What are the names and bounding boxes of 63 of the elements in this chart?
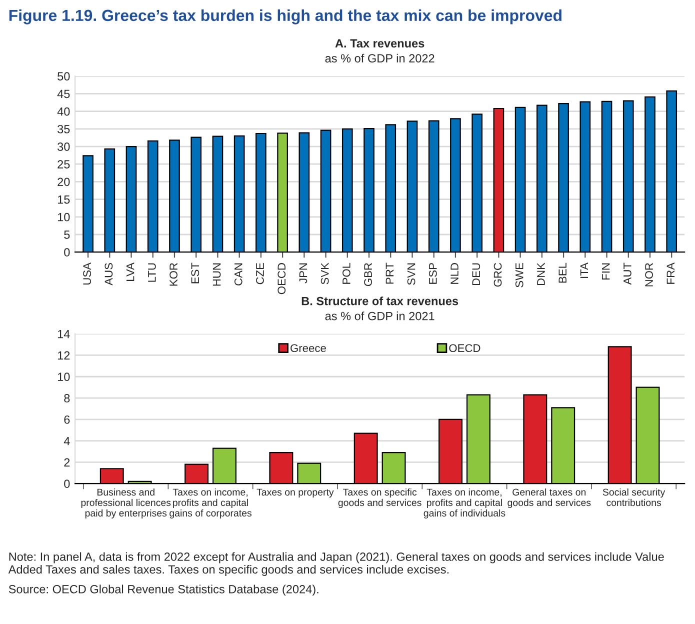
x-tick-label: SWE <box>515 262 524 288</box>
chart-subtitle: as % of GDP in 2021 <box>325 312 434 320</box>
x-tick-label: Taxes on income, profits and capital gains of individuals <box>424 488 506 518</box>
x-tick-label: KOR <box>170 263 178 286</box>
y-tick-label: 45 <box>57 90 70 98</box>
legend-label: OECD <box>449 344 480 352</box>
x-tick-label: AUS <box>104 263 113 286</box>
x-tick-label: Taxes on income, profits and capital gains of corporates <box>170 488 252 518</box>
x-tick-label: EST <box>191 262 200 284</box>
x-tick-label: NOR <box>645 263 653 286</box>
x-tick-label: LTU <box>148 263 156 282</box>
x-tick-label: NLD <box>450 263 458 284</box>
chart-subtitle: as % of GDP in 2022 <box>325 54 434 63</box>
x-tick-label: HUN <box>212 263 221 286</box>
y-tick-label: 12 <box>58 351 70 360</box>
y-tick-label: 25 <box>58 160 70 169</box>
x-tick-label: Taxes on specific goods and services <box>338 488 422 508</box>
x-tick-label: ESP <box>428 263 437 284</box>
x-tick-label: FIN <box>602 263 610 280</box>
y-tick-label: 50 <box>58 72 70 81</box>
y-tick-label: 6 <box>64 415 70 424</box>
x-tick-label: USA <box>83 262 92 284</box>
y-tick-label: 2 <box>64 458 70 466</box>
x-tick-label: GRC <box>494 262 502 287</box>
y-tick-label: 5 <box>64 230 70 239</box>
x-tick-label: Social security contributions <box>602 488 666 506</box>
y-tick-label: 40 <box>57 107 70 116</box>
x-tick-label: ITA <box>580 262 588 278</box>
y-tick-label: 10 <box>58 212 70 222</box>
y-tick-label: 4 <box>64 436 70 446</box>
x-tick-label: AUT <box>624 262 632 285</box>
y-tick-label: 30 <box>58 142 70 151</box>
y-tick-label: 35 <box>58 124 70 134</box>
y-tick-label: 15 <box>58 195 70 204</box>
x-tick-label: OECD <box>278 263 286 294</box>
x-tick-label: PRT <box>386 262 394 284</box>
chart-title: B. Structure of tax revenues <box>302 296 458 306</box>
x-tick-label: CAN <box>234 263 242 286</box>
chart-title: A. Tax revenues <box>335 39 424 48</box>
x-tick-label: CZE <box>256 262 264 284</box>
x-tick-label: JPN <box>299 263 308 284</box>
x-tick-label: General taxes on goods and services <box>508 488 591 508</box>
x-tick-label: POL <box>342 262 350 284</box>
x-tick-label: SVK <box>320 262 329 284</box>
x-tick-label: LVA <box>126 262 134 281</box>
y-tick-label: 0 <box>64 480 70 488</box>
y-tick-label: 0 <box>64 248 70 256</box>
y-tick-label: 14 <box>58 330 70 338</box>
y-tick-label: 8 <box>64 394 70 402</box>
x-tick-label: BEL <box>558 262 566 283</box>
x-tick-label: DNK <box>537 262 545 286</box>
y-tick-label: 10 <box>58 372 70 382</box>
x-tick-label: FRA <box>666 262 674 284</box>
text: Note: In panel A, data is from 2022 except for Australia and Japan (2021). General taxes on goods and services include Value Added Taxes and sales taxes. Taxes on specific goods and services include excises. <box>8 552 664 576</box>
source-note: Source: OECD Global Revenue Statistics Database (2024). <box>8 584 318 596</box>
x-tick-label: Taxes on property <box>256 488 334 498</box>
x-tick-label: GBR <box>364 263 372 286</box>
legend-label: Greece <box>290 344 326 352</box>
y-tick-label: 20 <box>58 178 70 186</box>
x-tick-label: SVN <box>407 263 416 285</box>
x-tick-label: Business and professional licences paid by enterprises <box>81 488 171 518</box>
caption: Figure 1.19. Greece’s tax burden is high and the tax mix can be improved <box>9 9 562 24</box>
x-tick-label: DEU <box>472 263 480 286</box>
